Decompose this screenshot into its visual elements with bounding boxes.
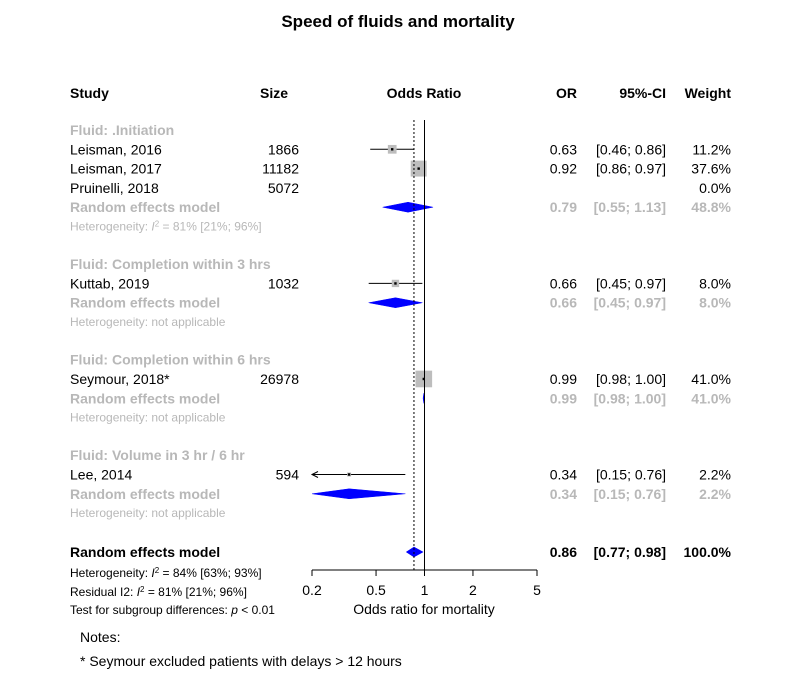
subgroup-model-label: Random effects model [70,295,220,311]
subgroup-model-weight: 8.0% [699,295,731,311]
column-header-study: Study [70,85,109,101]
subgroup-model-weight: 48.8% [691,199,731,215]
subgroup-model-or: 0.79 [550,199,577,215]
study-size: 5072 [268,180,299,196]
overall-heterogeneity: Heterogeneity: I2 = 84% [63%; 93%] [70,566,262,581]
study-weight: 0.0% [699,180,731,196]
study-weight: 11.2% [692,141,731,157]
subgroup-label: Fluid: .Initiation [70,122,174,138]
study-weight: 8.0% [699,275,731,291]
subgroup-model-label: Random effects model [70,486,220,502]
study-name: Pruinelli, 2018 [70,180,159,196]
x-axis: 0.2 0.5 1 2 5 Odds ratio for mortality [302,120,541,617]
chart-title: Speed of fluids and mortality [281,12,515,31]
subgroup-test: Test for subgroup differences: p < 0.01 [70,603,275,617]
study-name: Kuttab, 2019 [70,275,150,291]
study-size: 1032 [268,275,299,291]
study-ci: [0.15; 0.76] [596,467,666,483]
x-tick-label: 1 [421,582,429,598]
column-header-size: Size [260,85,288,101]
subgroup-model-ci: [0.55; 1.13] [594,199,666,215]
study-point [417,167,420,170]
subgroup-model-weight: 2.2% [699,486,731,502]
subgroup-model-ci: [0.45; 0.97] [594,295,666,311]
column-header-odds-ratio: Odds Ratio [387,85,462,101]
subgroup-model-or: 0.99 [550,390,577,406]
study-point [422,377,425,381]
subgroup-label: Fluid: Completion within 3 hrs [70,256,271,272]
subgroup-model-weight: 41.0% [691,390,731,406]
subgroup-heterogeneity: Heterogeneity: not applicable [70,506,226,520]
study-name: Leisman, 2016 [70,141,162,157]
column-header-weight: Weight [685,85,732,101]
subgroup-model-label: Random effects model [70,199,220,215]
study-or: 0.63 [550,141,577,157]
subgroup-label: Fluid: Volume in 3 hr / 6 hr [70,447,245,463]
subgroup-label: Fluid: Completion within 6 hrs [70,352,271,368]
study-weight: 2.2% [699,467,731,483]
study-point [394,282,397,285]
subgroup-model-or: 0.34 [550,486,577,502]
x-tick-label: 2 [469,582,477,598]
study-point [391,148,394,151]
study-point [347,473,351,476]
study-size: 594 [276,467,300,483]
residual-heterogeneity: Residual I2: I2 = 81% [21%; 96%] [70,585,247,600]
overall-weight: 100.0% [684,544,732,560]
subgroup-heterogeneity: Heterogeneity: not applicable [70,411,226,425]
overall-ci: [0.77; 0.98] [594,544,666,560]
study-size: 11182 [262,161,299,177]
study-or: 0.99 [550,371,577,387]
column-header-ci: 95%-CI [619,85,666,101]
x-tick-label: 0.5 [366,582,386,598]
study-ci: [0.98; 1.00] [596,371,666,387]
subgroup-heterogeneity: Heterogeneity: I2 = 81% [21%; 96%] [70,219,262,234]
ci-arrow [310,471,319,478]
study-weight: 41.0% [691,371,731,387]
study-name: Seymour, 2018* [70,371,170,387]
overall-or: 0.86 [550,544,577,560]
x-axis-label: Odds ratio for mortality [353,601,495,617]
subgroup-model-ci: [0.98; 1.00] [594,390,666,406]
notes-line: * Seymour excluded patients with delays … [80,653,402,669]
column-header-or: OR [556,85,577,101]
overall-model-label: Random effects model [70,544,220,560]
study-weight: 37.6% [691,161,731,177]
notes-heading: Notes: [80,629,120,645]
subgroup-diamond [382,201,434,213]
forest-rows: Fluid: .Initiation Leisman, 2016 1866 0.63 [… [70,122,732,617]
study-or: 0.92 [550,161,577,177]
subgroup-model-ci: [0.15; 0.76] [594,486,666,502]
study-or: 0.66 [550,275,577,291]
subgroup-heterogeneity: Heterogeneity: not applicable [70,315,226,329]
subgroup-model-or: 0.66 [550,295,577,311]
study-name: Leisman, 2017 [70,161,162,177]
subgroup-diamond [311,488,406,500]
study-size: 26978 [260,371,299,387]
study-size: 1866 [268,141,299,157]
study-ci: [0.45; 0.97] [596,275,666,291]
x-tick-label: 5 [533,582,541,598]
subgroup-model-label: Random effects model [70,390,220,406]
study-or: 0.34 [550,467,577,483]
study-ci: [0.86; 0.97] [596,161,666,177]
study-name: Lee, 2014 [70,467,132,483]
x-tick-label: 0.2 [302,582,322,598]
study-ci: [0.46; 0.86] [596,141,666,157]
overall-diamond [405,546,424,558]
subgroup-diamond [368,297,423,308]
